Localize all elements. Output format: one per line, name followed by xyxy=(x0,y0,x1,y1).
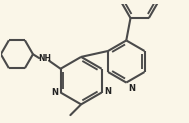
Text: N: N xyxy=(104,87,111,96)
Text: N: N xyxy=(51,88,58,97)
Text: NH: NH xyxy=(38,54,51,63)
Text: N: N xyxy=(128,84,135,93)
